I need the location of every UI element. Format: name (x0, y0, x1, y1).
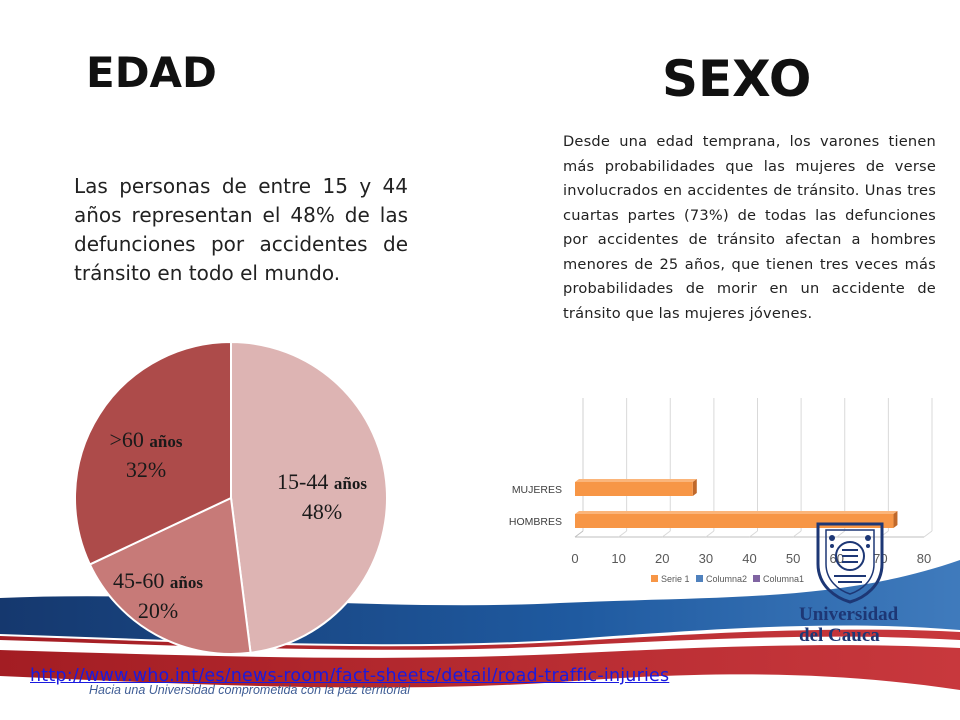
source-link[interactable]: http://www.who.int/es/news-room/fact-she… (30, 666, 670, 686)
bar-tick-label-5: 50 (786, 551, 800, 566)
pie-label-1: 15-44 años (277, 469, 367, 494)
bar-gridfloor-6 (836, 530, 846, 538)
bar-side-1 (692, 479, 697, 496)
bar-side-2 (893, 511, 898, 528)
legend-label-3: Columna1 (763, 574, 804, 584)
bar-top-1 (575, 479, 697, 482)
bar-gridfloor-2 (661, 530, 671, 538)
bar-category-label-2: HOMBRES (509, 516, 562, 528)
bar-gridfloor-3 (705, 530, 715, 538)
bar-gridfloor-5 (792, 530, 802, 538)
bar-tick-label-3: 30 (699, 551, 713, 566)
bar-tick-label-7: 70 (873, 551, 887, 566)
university-name-line2: del Cauca (799, 625, 880, 646)
university-name-line1: Universidad (799, 604, 899, 625)
edad-title: EDAD (86, 48, 217, 97)
bar-floor-edge (574, 530, 584, 538)
bar-tick-label-8: 80 (917, 551, 931, 566)
bar-tick-label-2: 20 (655, 551, 669, 566)
university-motto: Hacia una Universidad comprometida con l… (89, 683, 410, 697)
bar-tick-label-1: 10 (611, 551, 625, 566)
bar-gridfloor-4 (749, 530, 758, 538)
edad-description: Las personas de entre 15 y 44 años repre… (74, 174, 408, 285)
pie-slice-1 (230, 340, 388, 654)
pie-label-3: >60 años (110, 427, 183, 452)
legend-label-2: Columna2 (706, 574, 747, 584)
bar-gridfloor-8 (923, 530, 933, 538)
sexo-description: Desde una edad temprana, los varones tie… (563, 133, 936, 322)
bar-category-label-1: MUJERES (512, 484, 562, 496)
pie-pct-1: 48% (302, 499, 342, 524)
pie-pct-2: 20% (138, 598, 178, 623)
legend-label-1: Serie 1 (661, 574, 690, 584)
university-crest-logo (816, 522, 884, 604)
university-name: Universidad del Cauca (799, 604, 898, 646)
pie-label-2: 45-60 años (113, 568, 203, 593)
legend-swatch-3 (753, 575, 760, 582)
pie-slice-3 (74, 340, 232, 566)
bar-tick-label-0: 0 (571, 551, 578, 566)
legend-swatch-2 (696, 575, 703, 582)
bar-gridfloor-1 (618, 530, 627, 538)
bar-tick-label-4: 40 (742, 551, 756, 566)
bar-2 (575, 514, 894, 528)
legend-swatch-1 (651, 575, 658, 582)
bar-1 (575, 482, 693, 496)
pie-slice-2 (88, 496, 252, 655)
pie-pct-3: 32% (126, 457, 166, 482)
bar-top-2 (575, 511, 898, 514)
sexo-title: SEXO (662, 50, 812, 108)
